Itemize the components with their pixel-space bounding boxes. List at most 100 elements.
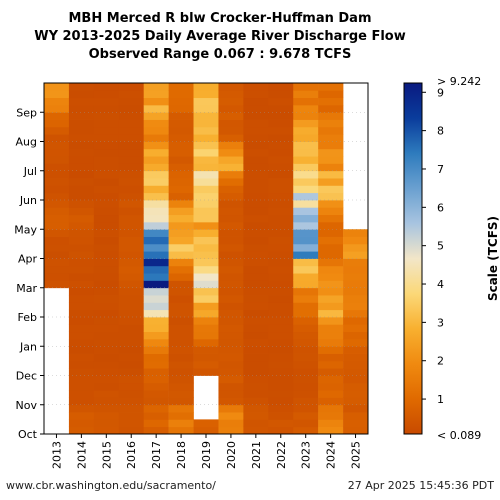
heatmap-cell bbox=[143, 382, 169, 391]
heatmap-cell bbox=[218, 273, 244, 281]
heatmap-cell bbox=[143, 331, 169, 340]
heatmap-cell bbox=[168, 163, 194, 172]
heatmap-cell bbox=[143, 170, 169, 179]
heatmap-cell bbox=[293, 426, 319, 435]
heatmap-cell bbox=[343, 404, 369, 413]
heatmap-cell bbox=[93, 156, 120, 164]
heatmap-cell bbox=[293, 243, 319, 252]
heatmap-cell bbox=[268, 163, 294, 172]
heatmap-cell bbox=[44, 258, 70, 267]
heatmap-cell bbox=[268, 412, 294, 420]
heatmap-cell bbox=[268, 346, 294, 354]
heatmap-cell bbox=[293, 258, 319, 267]
heatmap-cell bbox=[118, 346, 144, 354]
heatmap-cell bbox=[193, 214, 219, 223]
heatmap-cell bbox=[193, 353, 219, 362]
heatmap-cell bbox=[343, 243, 369, 252]
heatmap-cell bbox=[168, 338, 194, 347]
heatmap-cell bbox=[118, 324, 144, 333]
heatmap-cell bbox=[44, 119, 70, 128]
heatmap-cell bbox=[243, 200, 269, 208]
heatmap-cell bbox=[68, 280, 95, 289]
heatmap-cell bbox=[243, 360, 269, 369]
heatmap-cell bbox=[218, 251, 244, 259]
heatmap-cell bbox=[118, 90, 144, 99]
heatmap-cell bbox=[243, 368, 269, 376]
heatmap-cell bbox=[268, 141, 294, 150]
heatmap-cell bbox=[93, 214, 120, 223]
heatmap-cell bbox=[44, 265, 70, 274]
heatmap-cell bbox=[293, 324, 319, 333]
heatmap-cell bbox=[93, 141, 120, 150]
heatmap-cell bbox=[218, 134, 244, 142]
heatmap-cell bbox=[118, 353, 144, 362]
heatmap-cell bbox=[44, 163, 70, 172]
heatmap-cell bbox=[193, 331, 219, 340]
heatmap-cell bbox=[68, 368, 95, 376]
heatmap-cell bbox=[193, 317, 219, 325]
heatmap-cell bbox=[268, 134, 294, 142]
heatmap-cell bbox=[93, 353, 120, 362]
heatmap-cell bbox=[93, 178, 120, 186]
heatmap-cell bbox=[293, 236, 319, 245]
heatmap-cell bbox=[143, 317, 169, 325]
heatmap-cell bbox=[93, 375, 120, 384]
heatmap-cell bbox=[93, 134, 120, 142]
heatmap-cell bbox=[93, 346, 120, 354]
heatmap-cell bbox=[293, 397, 319, 406]
heatmap-cell bbox=[268, 390, 294, 398]
heatmap-cell bbox=[168, 368, 194, 376]
heatmap-cell bbox=[293, 419, 319, 428]
heatmap-cell bbox=[243, 112, 269, 120]
heatmap-cell bbox=[218, 156, 244, 164]
heatmap-cell bbox=[143, 419, 169, 428]
heatmap-cell bbox=[118, 170, 144, 179]
x-tick-label: 2024 bbox=[325, 441, 338, 469]
heatmap-cell bbox=[218, 112, 244, 120]
heatmap-cell bbox=[218, 83, 244, 91]
heatmap-cell bbox=[243, 83, 269, 91]
heatmap-cell bbox=[268, 382, 294, 391]
heatmap-cell bbox=[93, 170, 120, 179]
heatmap-cell bbox=[243, 265, 269, 274]
heatmap-cell bbox=[68, 134, 95, 142]
heatmap-cell bbox=[268, 317, 294, 325]
heatmap-cell bbox=[193, 112, 219, 120]
heatmap-cell bbox=[318, 126, 344, 135]
heatmap-cell bbox=[168, 412, 194, 420]
heatmap-cell bbox=[193, 141, 219, 150]
colorbar-gradient bbox=[403, 82, 423, 435]
heatmap-cell bbox=[218, 331, 244, 340]
heatmap-cell bbox=[243, 185, 269, 194]
heatmap-cell bbox=[243, 90, 269, 99]
heatmap-cell bbox=[118, 141, 144, 150]
heatmap-cell bbox=[168, 141, 194, 150]
heatmap-cell bbox=[293, 170, 319, 179]
heatmap-cell bbox=[93, 258, 120, 267]
heatmap-cell bbox=[93, 104, 120, 113]
heatmap-cell bbox=[268, 178, 294, 186]
heatmap-cell bbox=[118, 243, 144, 252]
heatmap-cell bbox=[243, 141, 269, 150]
heatmap-cell bbox=[68, 302, 95, 311]
heatmap-cell bbox=[218, 163, 244, 172]
heatmap-cell bbox=[118, 112, 144, 120]
heatmap-cell bbox=[343, 324, 369, 333]
title-line-3: Observed Range 0.067 : 9.678 TCFS bbox=[88, 47, 352, 62]
y-tick-label: May bbox=[14, 223, 37, 236]
heatmap-cell bbox=[143, 97, 169, 106]
heatmap-cell bbox=[168, 280, 194, 289]
heatmap-cell bbox=[218, 368, 244, 376]
heatmap-cell bbox=[243, 156, 269, 164]
heatmap-cell bbox=[243, 302, 269, 311]
heatmap-cell bbox=[143, 156, 169, 164]
heatmap-cell bbox=[118, 265, 144, 274]
heatmap-cell bbox=[293, 178, 319, 186]
heatmap-cell bbox=[193, 309, 219, 318]
x-tick-label: 2017 bbox=[150, 441, 163, 469]
heatmap-cell bbox=[268, 156, 294, 164]
heatmap-cell bbox=[68, 412, 95, 420]
heatmap-cell bbox=[118, 382, 144, 391]
heatmap-cell bbox=[218, 412, 244, 420]
